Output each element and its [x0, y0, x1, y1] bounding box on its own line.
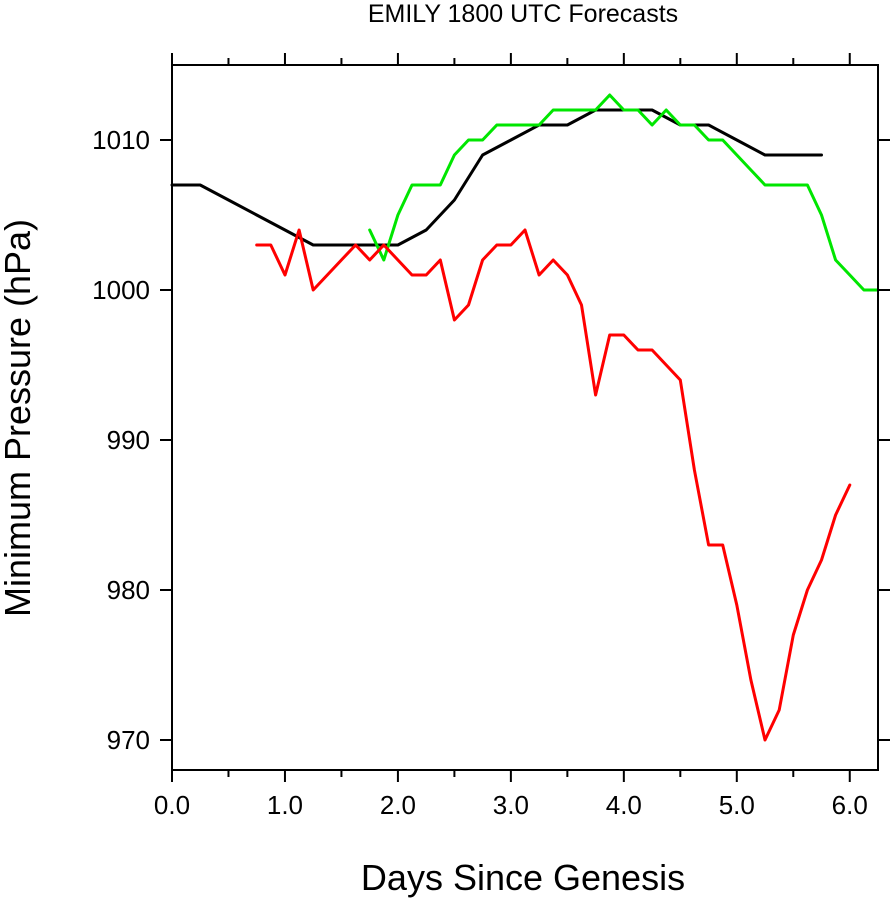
plot-area [170, 93, 880, 742]
y-tick-label: 1000 [92, 275, 150, 305]
x-tick-label: 2.0 [380, 790, 416, 820]
y-tick-label: 1010 [92, 125, 150, 155]
x-tick-label: 6.0 [832, 790, 868, 820]
series-line-3 [255, 228, 852, 742]
x-tick-label: 1.0 [267, 790, 303, 820]
x-tick-label: 0.0 [154, 790, 190, 820]
y-tick-label: 990 [107, 425, 150, 455]
x-tick-label: 3.0 [493, 790, 529, 820]
y-tick-label: 970 [107, 725, 150, 755]
y-tick-label: 980 [107, 575, 150, 605]
axes: 0.0 1.0 2.0 3.0 4.0 5.0 6.0 970 980 990 1000 1010 [92, 53, 890, 820]
chart-title: EMILY 1800 UTC Forecasts [368, 0, 678, 28]
series-line-1 [170, 108, 823, 247]
series-line-2 [368, 93, 880, 292]
plot-frame [171, 64, 879, 771]
y-axis-label: Minimum Pressure (hPa) [0, 219, 38, 617]
x-tick-label: 5.0 [719, 790, 755, 820]
x-axis-label: Days Since Genesis [361, 857, 685, 898]
x-tick-label: 4.0 [606, 790, 642, 820]
